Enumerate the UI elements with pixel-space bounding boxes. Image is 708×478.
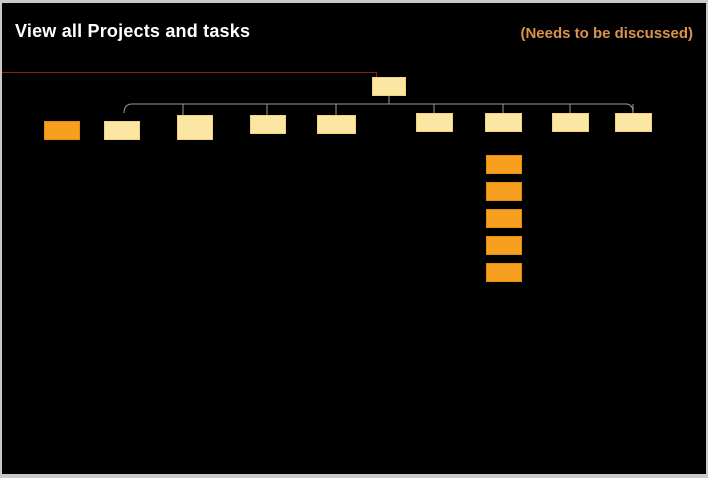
accent-line-drop bbox=[376, 72, 377, 78]
diagram-child-node[interactable] bbox=[416, 113, 453, 132]
diagram-subtask-node[interactable] bbox=[486, 236, 522, 255]
discussion-note: (Needs to be discussed) bbox=[520, 25, 693, 42]
diagram-subtask-node[interactable] bbox=[486, 209, 522, 228]
diagram-subtask-node[interactable] bbox=[486, 155, 522, 174]
tree-connectors bbox=[123, 96, 634, 115]
diagram-child-node[interactable] bbox=[615, 113, 652, 132]
diagram-child-node[interactable] bbox=[177, 115, 213, 140]
accent-line bbox=[2, 72, 376, 73]
diagram-subtask-node[interactable] bbox=[486, 182, 522, 201]
diagram-child-node[interactable] bbox=[485, 113, 522, 132]
diagram-child-node[interactable] bbox=[317, 115, 356, 134]
diagram-child-node[interactable] bbox=[552, 113, 589, 132]
diagram-subtask-node[interactable] bbox=[486, 263, 522, 282]
diagram-root-node[interactable] bbox=[372, 77, 406, 96]
canvas: View all Projects and tasks (Needs to be… bbox=[2, 3, 706, 474]
connector-bus bbox=[123, 103, 634, 114]
diagram-child-node[interactable] bbox=[250, 115, 286, 134]
diagram-child-node[interactable] bbox=[44, 121, 80, 140]
diagram-child-node[interactable] bbox=[104, 121, 140, 140]
page-title: View all Projects and tasks bbox=[15, 21, 251, 41]
